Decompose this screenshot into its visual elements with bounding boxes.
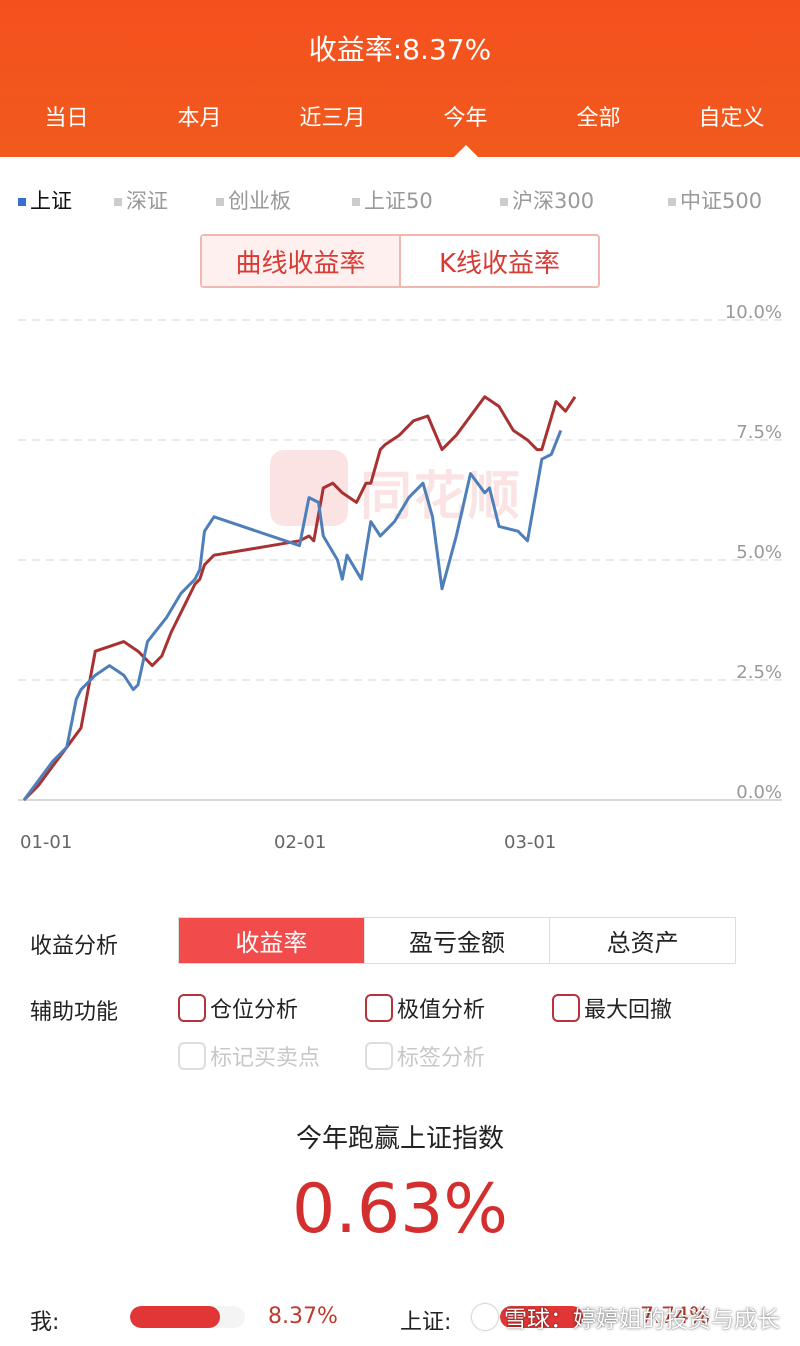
chart-lines xyxy=(22,395,577,802)
index-label: 上证: xyxy=(400,1310,452,1335)
index-bar-fill xyxy=(500,1306,583,1328)
me-value: 8.37% xyxy=(268,1304,338,1329)
page-title: 收益率:8.37% xyxy=(308,33,492,66)
legend-square-icon xyxy=(18,198,26,206)
tab-this-year[interactable]: 今年 xyxy=(443,106,488,131)
tab-this-month[interactable]: 本月 xyxy=(177,106,222,131)
legend-square-icon xyxy=(352,198,360,206)
y-tick-label: 10.0% xyxy=(725,302,782,323)
x-tick-label: 03-01 xyxy=(504,832,556,853)
aux-label: 辅助功能 xyxy=(30,1000,119,1025)
checkbox-icon xyxy=(178,994,206,1022)
analysis-tabs: 收益率 盈亏金额 总资产 xyxy=(178,917,736,964)
curve-return-button[interactable]: 曲线收益率 xyxy=(202,236,399,286)
y-tick-label: 5.0% xyxy=(736,542,782,563)
max-drawdown-checkbox[interactable]: 最大回撤 xyxy=(552,992,672,1024)
index-item-csi500[interactable]: 中证500 xyxy=(668,185,762,215)
header: 收益率:8.37% 当日 本月 近三月 今年 全部 自定义 xyxy=(0,0,800,157)
checkbox-icon xyxy=(365,1042,393,1070)
index-value: 7.74% xyxy=(640,1304,710,1329)
beat-index-value: 0.63% xyxy=(291,1170,509,1249)
analysis-tab-total-assets[interactable]: 总资产 xyxy=(549,918,735,963)
kline-return-button[interactable]: K线收益率 xyxy=(438,248,561,279)
index-selector: 上证 深证 创业板 上证50 沪深300 中证500 xyxy=(0,185,800,215)
legend-square-icon xyxy=(500,198,508,206)
curve-type-toggle: 曲线收益率 K线收益率 xyxy=(200,234,600,288)
my-return-line xyxy=(22,395,577,802)
me-label: 我: xyxy=(30,1310,60,1335)
watermark: 同花顺 xyxy=(270,448,530,528)
toggle-divider xyxy=(399,236,401,286)
tab-custom[interactable]: 自定义 xyxy=(698,106,765,131)
analysis-tab-profit-amount[interactable]: 盈亏金额 xyxy=(363,918,550,963)
checkbox-icon xyxy=(178,1042,206,1070)
index-item-shenzhen[interactable]: 深证 xyxy=(114,185,168,215)
legend-square-icon xyxy=(114,198,122,206)
tab-three-months[interactable]: 近三月 xyxy=(299,106,366,131)
checkbox-icon xyxy=(552,994,580,1022)
x-tick-label: 01-01 xyxy=(20,832,72,853)
watermark-logo-icon xyxy=(270,450,348,526)
period-tabs: 当日 本月 近三月 今年 全部 自定义 xyxy=(0,100,800,136)
index-item-sse50[interactable]: 上证50 xyxy=(352,185,433,215)
extreme-analysis-checkbox[interactable]: 极值分析 xyxy=(365,992,485,1024)
chart-grid xyxy=(18,319,782,801)
me-bar xyxy=(130,1306,245,1328)
analysis-tab-return[interactable]: 收益率 xyxy=(179,918,364,963)
y-axis-labels: 0.0% 2.5% 5.0% 7.5% 10.0% xyxy=(725,302,782,803)
y-tick-label: 7.5% xyxy=(736,422,782,443)
beat-index-title: 今年跑赢上证指数 xyxy=(295,1124,504,1154)
index-item-shanghai[interactable]: 上证 xyxy=(18,185,72,215)
watermark-text: 同花顺 xyxy=(360,467,523,527)
y-tick-label: 0.0% xyxy=(736,782,782,803)
tab-today[interactable]: 当日 xyxy=(44,106,89,131)
x-axis-labels: 01-01 02-01 03-01 xyxy=(20,832,556,853)
me-bar-fill xyxy=(130,1306,220,1328)
return-chart: 0.0% 2.5% 5.0% 7.5% 10.0% 01-01 02-01 03-01 xyxy=(18,302,782,853)
mark-trades-checkbox: 标记买卖点 xyxy=(178,1040,320,1072)
position-analysis-checkbox[interactable]: 仓位分析 xyxy=(178,992,298,1024)
legend-square-icon xyxy=(668,198,676,206)
checkbox-icon xyxy=(365,994,393,1022)
index-item-chinext[interactable]: 创业板 xyxy=(216,185,291,215)
xueqiu-watermark: 雪球：婷婷姐的投资与成长 xyxy=(472,1300,780,1334)
index-return-line xyxy=(22,429,563,801)
x-tick-label: 02-01 xyxy=(274,832,326,853)
analysis-label: 收益分析 xyxy=(30,934,119,959)
active-tab-indicator xyxy=(454,145,478,157)
tag-analysis-checkbox: 标签分析 xyxy=(365,1040,485,1072)
y-tick-label: 2.5% xyxy=(736,662,782,683)
index-item-csi300[interactable]: 沪深300 xyxy=(500,185,594,215)
tab-all[interactable]: 全部 xyxy=(576,106,621,131)
legend-square-icon xyxy=(216,198,224,206)
index-bar xyxy=(500,1306,615,1328)
xueqiu-logo-icon xyxy=(472,1304,498,1330)
